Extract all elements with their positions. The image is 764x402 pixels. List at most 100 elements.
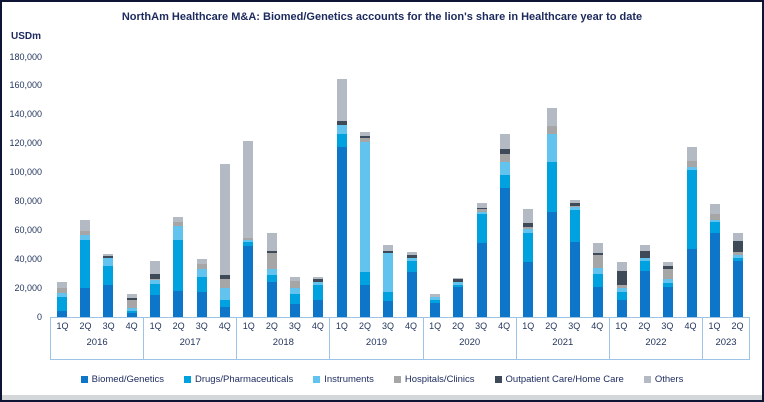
legend-item-drugs-pharmaceuticals: Drugs/Pharmaceuticals [184,374,293,385]
bar-segment-others [639,244,650,251]
bar-segment-drugs-pharmaceuticals [429,299,440,304]
x-label-2020-4Q: 4Q [498,321,511,331]
bar-segment-hospitals-clinics [219,279,230,289]
bar-2018-1Q [243,140,254,317]
x-label-2022-1Q: 1Q [615,321,628,331]
bar-segment-drugs-pharmaceuticals [243,241,254,247]
bar-slot-2018-4Q [307,57,330,317]
quarter-row-2020: 1Q 2Q 3Q 4Q [424,321,516,331]
bar-2021-2Q [546,107,557,317]
bar-segment-outpatient-care-home-care [476,208,487,210]
x-axis-group-2020: 1Q 2Q 3Q 4Q 2020 [424,318,517,359]
y-tick-label: 100,000 [9,167,42,178]
bar-segment-instruments [406,257,417,261]
bar-slot-2022-4Q [680,57,703,317]
bar-slot-2016-3Q [97,57,120,317]
bar-group-2019 [330,57,423,317]
x-label-2017-2Q: 2Q [172,321,185,331]
x-label-2021-1Q: 1Q [522,321,535,331]
bar-segment-instruments [149,280,160,284]
bar-2022-4Q [686,146,697,317]
bar-segment-hospitals-clinics [476,209,487,212]
bar-segment-others [383,244,394,251]
bar-segment-biomed-genetics [359,285,370,317]
bar-2020-4Q [499,133,510,317]
bar-segment-drugs-pharmaceuticals [196,276,207,293]
bar-segment-instruments [616,288,627,293]
y-tick-label: 120,000 [9,138,42,149]
bar-segment-drugs-pharmaceuticals [569,210,580,242]
bar-segment-others [219,163,230,276]
legend-label-others: Others [654,374,684,385]
bar-2018-4Q [313,276,324,317]
bar-slot-2019-3Q [377,57,400,317]
bar-segment-biomed-genetics [266,282,277,317]
bar-segment-instruments [546,133,557,163]
x-label-2020-1Q: 1Q [429,321,442,331]
bar-segment-outpatient-care-home-care [523,223,534,228]
bar-segment-instruments [196,269,207,277]
bar-segment-others [593,243,604,254]
x-label-2016-4Q: 4Q [125,321,138,331]
year-label-2021: 2021 [552,337,574,348]
bar-segment-biomed-genetics [336,146,347,317]
bar-2017-2Q [173,217,184,317]
bar-2020-1Q [429,293,440,317]
bar-slot-2016-1Q [50,57,73,317]
bar-segment-drugs-pharmaceuticals [219,299,230,307]
bar-segment-biomed-genetics [243,246,254,317]
bar-2022-3Q [663,262,674,317]
x-label-2017-4Q: 4Q [218,321,231,331]
quarter-row-2023: 1Q 2Q [703,321,749,331]
bar-segment-instruments [126,308,137,311]
y-tick-label: 60,000 [14,224,42,235]
bar-slot-2017-3Q [190,57,213,317]
bar-segment-others [709,204,720,215]
legend-swatch-outpatient-care-home-care [494,376,502,383]
y-tick-label: 80,000 [14,195,42,206]
bar-segment-hospitals-clinics [359,137,370,143]
legend-item-instruments: Instruments [313,374,374,385]
bar-segment-biomed-genetics [709,233,720,317]
bar-group-2018 [237,57,330,317]
bar-segment-drugs-pharmaceuticals [289,293,300,304]
bar-segment-others [266,233,277,251]
bar-segment-instruments [103,257,114,267]
window-bottom-edge [2,395,762,400]
bar-segment-drugs-pharmaceuticals [383,292,394,302]
quarter-row-2019: 1Q 2Q 3Q 4Q [330,321,422,331]
legend-swatch-others [643,376,651,383]
bar-2017-1Q [149,260,160,317]
bar-segment-drugs-pharmaceuticals [103,266,114,286]
bar-group-2017 [143,57,236,317]
legend-item-biomed-genetics: Biomed/Genetics [80,374,164,385]
quarter-row-2017: 1Q 2Q 3Q 4Q [144,321,236,331]
bar-segment-others [149,260,160,275]
bar-segment-hospitals-clinics [686,161,697,167]
y-tick-label: 160,000 [9,80,42,91]
bar-segment-instruments [663,279,674,284]
bar-segment-drugs-pharmaceuticals [56,296,67,312]
bar-segment-outpatient-care-home-care [593,253,604,255]
bar-slot-2017-1Q [143,57,166,317]
bar-slot-2021-3Q [563,57,586,317]
bar-segment-biomed-genetics [56,311,67,317]
bar-segment-biomed-genetics [126,313,137,317]
bar-segment-others [663,262,674,266]
x-axis-group-2016: 1Q 2Q 3Q 4Q 2016 [50,318,145,359]
bar-segment-others [103,254,114,256]
bar-2018-2Q [266,233,277,317]
bar-segment-biomed-genetics [733,260,744,317]
bar-segment-instruments [476,211,487,215]
bar-segment-drugs-pharmaceuticals [593,273,604,287]
bar-slot-2019-1Q [330,57,353,317]
bar-segment-others [196,259,207,264]
bar-2016-4Q [126,293,137,317]
legend-label-outpatient-care-home-care: Outpatient Care/Home Care [505,374,624,385]
bar-segment-drugs-pharmaceuticals [406,260,417,273]
bar-segment-outpatient-care-home-care [149,274,160,279]
bar-segment-biomed-genetics [406,272,417,317]
x-axis-group-2022: 1Q 2Q 3Q 4Q 2022 [610,318,703,359]
bar-2023-1Q [709,204,720,317]
x-label-2019-1Q: 1Q [335,321,348,331]
